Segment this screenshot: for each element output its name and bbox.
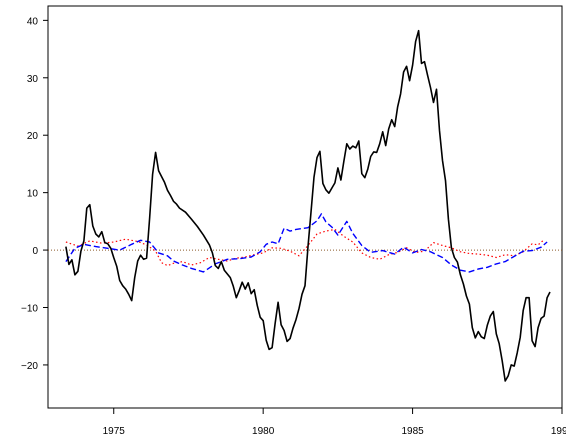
series-line-1 bbox=[65, 29, 551, 382]
y-tick-label: 40 bbox=[27, 16, 39, 27]
x-tick-label: 1990 bbox=[551, 426, 566, 437]
y-tick-label: −20 bbox=[21, 361, 38, 372]
y-tick-label: 20 bbox=[27, 131, 39, 142]
x-tick-label: 1975 bbox=[103, 426, 126, 437]
x-tick-label: 1985 bbox=[401, 426, 424, 437]
series-line-2 bbox=[65, 213, 548, 273]
x-axis: 1975 1980 1985 1990 bbox=[103, 408, 566, 437]
y-tick-label: 10 bbox=[27, 189, 39, 200]
x-tick-label: 1980 bbox=[252, 426, 275, 437]
plot-frame bbox=[47, 5, 563, 409]
y-axis: −20 −10 0 10 20 30 40 bbox=[21, 16, 48, 372]
y-tick-label: 30 bbox=[27, 74, 39, 85]
series-group bbox=[65, 29, 551, 382]
y-tick-label: 0 bbox=[32, 246, 38, 257]
y-tick-label: −10 bbox=[21, 304, 38, 315]
